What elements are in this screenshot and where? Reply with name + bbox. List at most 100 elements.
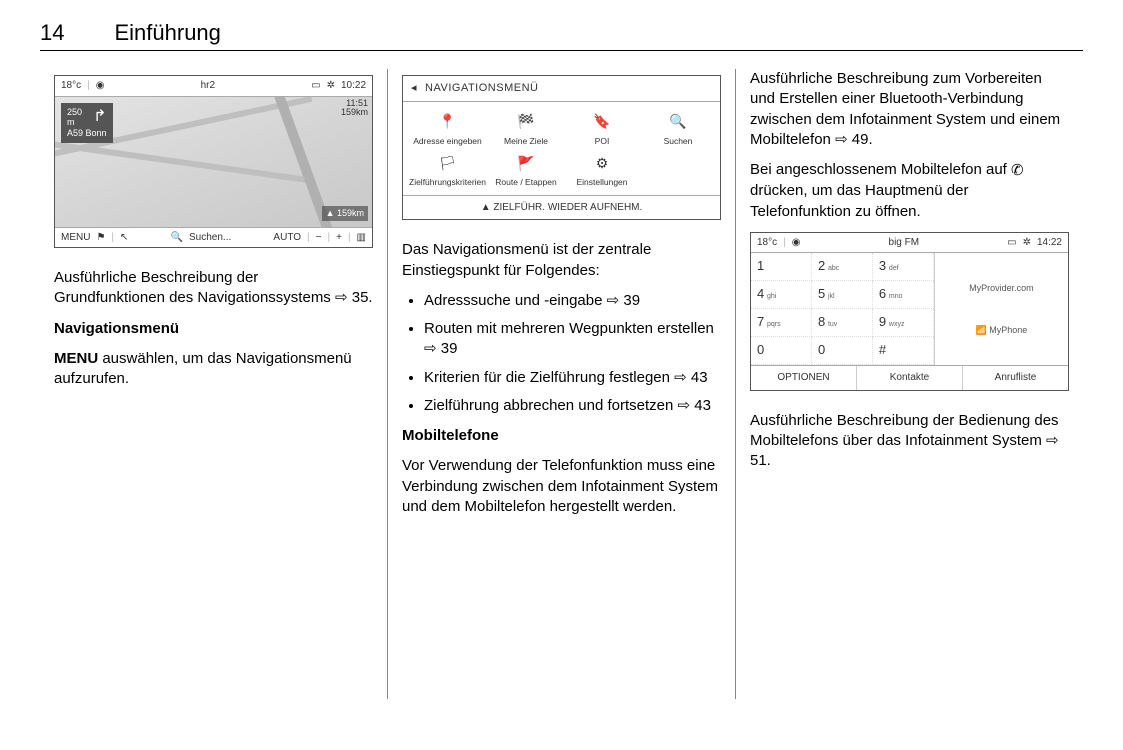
col3-operation: Ausführliche Beschreibung der Bedienung … [750,411,1069,472]
col3-press-phone: Bei angeschlossenem Mobiltelefon auf ✆ d… [750,160,1069,222]
resume-button[interactable]: ▲ ZIELFÜHR. WIEDER AUFNEHM. [403,195,720,220]
contacts-button[interactable]: Kontakte [856,366,962,390]
keypad-key[interactable]: 8 tuv [812,309,873,337]
nav-menu-item[interactable]: 🔍Suchen [642,112,714,147]
col2-phone-intro: Vor Verwendung der Telefonfunktion muss … [402,456,721,517]
nav-menu-item[interactable]: 🏁 Meine Ziele [490,112,562,147]
turn-arrow-icon: ↱ [93,107,106,126]
column-2: ◂ NAVIGATIONSMENÜ 📍 Adresse eingeben 🏁 Mein… [387,69,735,699]
ref-arrow-icon: ⇨ [1046,432,1059,449]
list-item: Kriterien für die Zielführung festlegen … [424,368,721,388]
direction-box: ↱ 250 m A59 Bonn [61,103,113,143]
nav-map-screenshot: 18°c | ◉ hr2 ▭ ✲ 10:22 ↱ 250 m A59 Bonn [54,75,373,248]
search-icon[interactable]: 🔍 [171,231,183,245]
direction-dest: A59 Bonn [67,128,107,139]
keypad-key[interactable]: 2 abc [812,253,873,281]
col1-desc: Ausführliche Beschreibung der Grundfunkt… [54,268,373,309]
menu-item-icon: ⚙ [588,153,616,173]
list-item: Routen mit mehreren Wegpunkten erstellen… [424,319,721,360]
nav-menu-screenshot: ◂ NAVIGATIONSMENÜ 📍 Adresse eingeben 🏁 Mein… [402,75,721,220]
map-area: ↱ 250 m A59 Bonn 11:51 159km ▲ 159km [55,97,372,227]
page-number: 14 [40,20,64,46]
keypad-key[interactable]: 0 [812,337,873,365]
flag-icon[interactable]: ⚑ [96,231,105,245]
nav-menu-grid: 📍 Adresse eingeben 🏁 Meine Ziele 🔖 POI 🔍Suchen… [403,102,720,195]
menu-item-label: Adresse eingeben [413,136,482,147]
column-3: Ausführliche Beschreibung zum Vorbereite… [735,69,1083,699]
keypad-key[interactable]: 9 wxyz [873,309,934,337]
layers-icon[interactable]: ▥ [357,231,366,245]
station-label: hr2 [201,79,215,93]
phone-screenshot: 18°c | ◉ big FM ▭ ✲ 14:22 1 2 abc3 def 4 … [750,232,1069,391]
nav-topbar: 18°c | ◉ hr2 ▭ ✲ 10:22 [55,76,372,97]
cursor-icon[interactable]: ↖ [120,231,128,245]
column-1: 18°c | ◉ hr2 ▭ ✲ 10:22 ↱ 250 m A59 Bonn [40,69,387,699]
col2-intro: Das Navigationsmenü ist der zentrale Ein… [402,240,721,281]
menu-item-label: POI [595,136,610,147]
menu-button[interactable]: MENU [61,231,90,245]
temp-label: 18°c [757,236,777,250]
zoom-out-button[interactable]: − [316,231,322,245]
gear-icon: ✲ [327,79,335,93]
columns: 18°c | ◉ hr2 ▭ ✲ 10:22 ↱ 250 m A59 Bonn [40,69,1083,699]
phone-info: MyProvider.com 📶 MyPhone [935,253,1068,365]
menu-item-label: Meine Ziele [504,136,548,147]
keypad-key[interactable]: 3 def [873,253,934,281]
eta-dist: 159km [341,108,368,118]
phone-bottom-bar: OPTIONEN Kontakte Anrufliste [751,365,1068,390]
station-label: big FM [889,236,920,250]
keypad: 1 2 abc3 def 4 ghi5 jkl6 mno 7 pqrs8 tuv9 … [751,253,935,365]
nav-menu-item[interactable]: ⚙ Einstellungen [566,153,638,188]
keypad-key[interactable]: 1 [751,253,812,281]
keypad-key[interactable]: 0 [751,337,812,365]
nav-menu-header: ◂ NAVIGATIONSMENÜ [403,76,720,102]
calllog-button[interactable]: Anrufliste [962,366,1068,390]
nav-menu-item[interactable]: 🚩 Route / Etappen [490,153,562,188]
screen-icon: ▭ [311,79,320,93]
gear-icon: ✲ [1023,236,1031,250]
screen-icon: ▭ [1007,236,1016,250]
menu-item-icon: 📍 [434,112,462,132]
col3-bluetooth: Ausführliche Beschreibung zum Vorbereite… [750,69,1069,150]
search-label[interactable]: Suchen... [189,231,231,245]
nav-botbar: MENU ⚑ | ↖ 🔍 Suchen... AUTO | − | + | ▥ [55,227,372,248]
compass-icon: ◉ [792,236,801,250]
phone-icon: ✆ [1011,162,1024,179]
keypad-key[interactable]: 4 ghi [751,281,812,309]
keypad-key[interactable]: 5 jkl [812,281,873,309]
list-item: Adresssuche und -eingabe ⇨ 39 [424,291,721,311]
list-item: Zielführung abbrechen und fortsetzen ⇨ 4… [424,396,721,416]
keypad-key[interactable]: # [873,337,934,365]
phone-topbar: 18°c | ◉ big FM ▭ ✲ 14:22 [751,233,1068,254]
page-title: Einführung [114,20,220,46]
ref-arrow-icon: ⇨ [335,289,348,306]
provider-label: MyProvider.com [969,282,1034,294]
col2-heading: Mobiltelefone [402,426,721,446]
signal-icon: 📶 [976,325,987,335]
ref-arrow-icon: ⇨ [835,131,848,148]
col1-instruction: MENU auswählen, um das Navigationsmenü a… [54,349,373,390]
clock-label: 10:22 [341,79,366,93]
menu-item-icon: 🏁 [512,112,540,132]
keypad-key[interactable]: 7 pqrs [751,309,812,337]
nav-menu-title: NAVIGATIONSMENÜ [425,81,538,96]
menu-item-label: Einstellungen [576,177,627,188]
menu-item-icon: 🚩 [512,153,540,173]
menu-item-icon: 🏳 [434,153,462,173]
auto-button[interactable]: AUTO [273,231,301,245]
back-icon[interactable]: ◂ [411,81,417,96]
keypad-key[interactable]: 6 mno [873,281,934,309]
zoom-in-button[interactable]: + [336,231,342,245]
menu-item-label: Zielführungskriterien [409,177,486,188]
menu-item-icon: 🔖 [588,112,616,132]
nav-menu-item[interactable]: 🔖 POI [566,112,638,147]
sep-icon: | [87,79,90,93]
eta-box: 11:51 159km [341,99,368,119]
menu-item-label: Route / Etappen [495,177,556,188]
compass-icon: ◉ [96,79,105,93]
options-button[interactable]: OPTIONEN [751,366,856,390]
nav-menu-item[interactable]: 📍 Adresse eingeben [409,112,486,147]
device-label: 📶 MyPhone [976,324,1028,336]
nav-menu-item[interactable]: 🏳 Zielführungskriterien [409,153,486,188]
menu-item-label: Suchen [664,136,693,147]
